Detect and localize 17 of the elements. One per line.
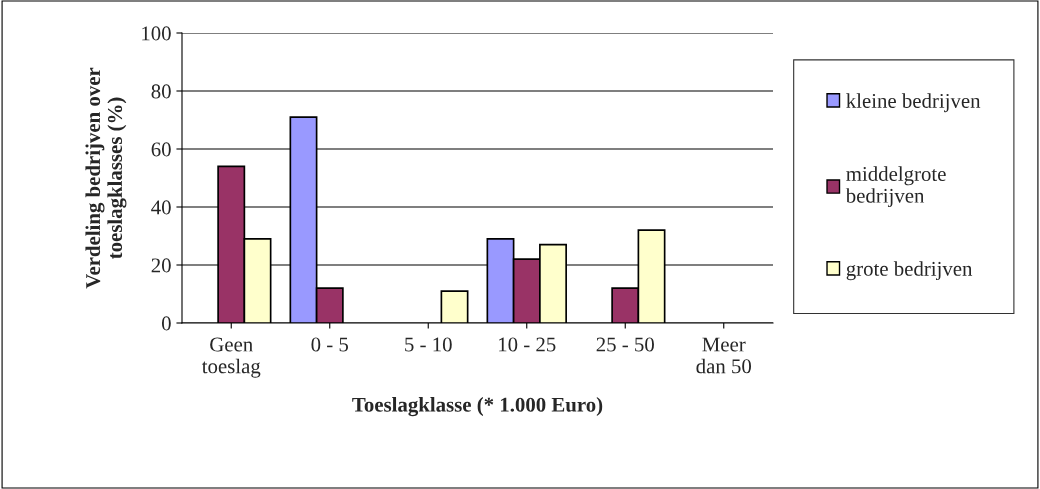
y-tick-label: 40: [151, 200, 171, 215]
y-tick-label: 20: [151, 258, 171, 273]
y-tick-label: 80: [151, 84, 171, 99]
x-tick-label: Meer dan 50: [696, 337, 752, 374]
x-tick-label: 10 - 25: [499, 337, 556, 352]
legend-label: middelgrote bedrijven: [845, 166, 946, 208]
legend-label: kleine bedrijven: [846, 93, 981, 113]
x-tick-label: 25 - 50: [596, 337, 654, 352]
x-tick-label: Geen toeslag: [201, 337, 261, 378]
x-axis-title: Toeslagklasse (* 1.000 Euro): [352, 397, 603, 417]
y-axis-title: Verdeling bedrijven over toeslagklasses (%): [85, 67, 127, 289]
y-tick-label: 60: [151, 142, 171, 157]
y-tick-label: 0: [161, 316, 171, 331]
x-tick-label: 0 - 5: [311, 337, 349, 352]
y-tick-label: 100: [142, 26, 171, 41]
x-tick-label: 5 - 10: [405, 337, 452, 352]
legend-label: grote bedrijven: [846, 261, 973, 281]
